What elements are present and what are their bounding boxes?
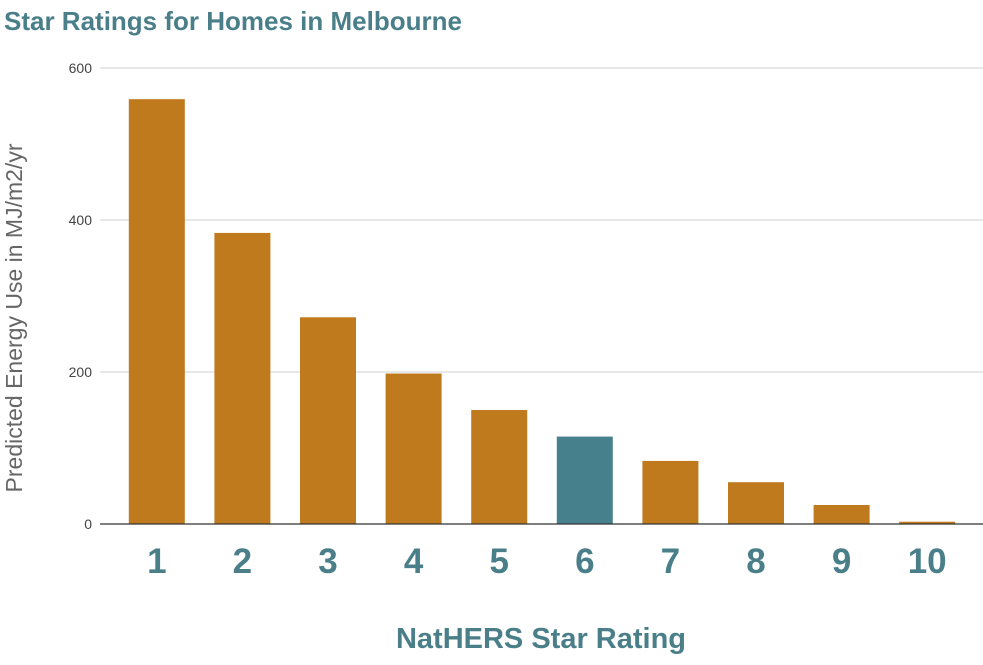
bar-rating-5 <box>471 410 528 524</box>
bar-rating-10 <box>899 521 956 524</box>
x-axis-label: NatHERS Star Rating <box>396 623 686 655</box>
y-tick-label: 600 <box>69 60 93 76</box>
bar-rating-8 <box>728 482 784 524</box>
x-tick-label: 9 <box>832 542 851 581</box>
bar-rating-7 <box>642 460 699 524</box>
x-tick-label: 8 <box>746 542 765 581</box>
y-axis-label: Predicted Energy Use in MJ/m2/yr <box>1 143 27 492</box>
bars <box>128 99 956 525</box>
y-tick-label: 0 <box>84 516 92 532</box>
bar-rating-6 <box>556 436 613 524</box>
bar-rating-9 <box>813 505 870 524</box>
x-tick-label: 7 <box>661 542 680 581</box>
x-tick-label: 10 <box>908 542 947 581</box>
x-tick-label: 3 <box>318 542 337 581</box>
bar-rating-2 <box>214 232 271 525</box>
x-tick-label: 2 <box>233 542 252 581</box>
y-tick-label: 200 <box>69 364 93 380</box>
chart-title: Star Ratings for Homes in Melbourne <box>4 6 462 36</box>
y-tick-labels: 0 200 400 600 <box>69 60 93 532</box>
x-tick-labels: 1 2 3 4 5 6 7 8 9 10 <box>147 542 947 581</box>
x-tick-label: 4 <box>404 542 424 581</box>
y-tick-label: 400 <box>69 212 93 228</box>
bar-rating-3 <box>300 317 356 524</box>
x-tick-label: 6 <box>575 542 594 581</box>
bar-rating-1 <box>128 99 185 524</box>
bar-rating-4 <box>385 373 442 524</box>
x-tick-label: 1 <box>147 542 166 581</box>
x-tick-label: 5 <box>489 542 508 581</box>
